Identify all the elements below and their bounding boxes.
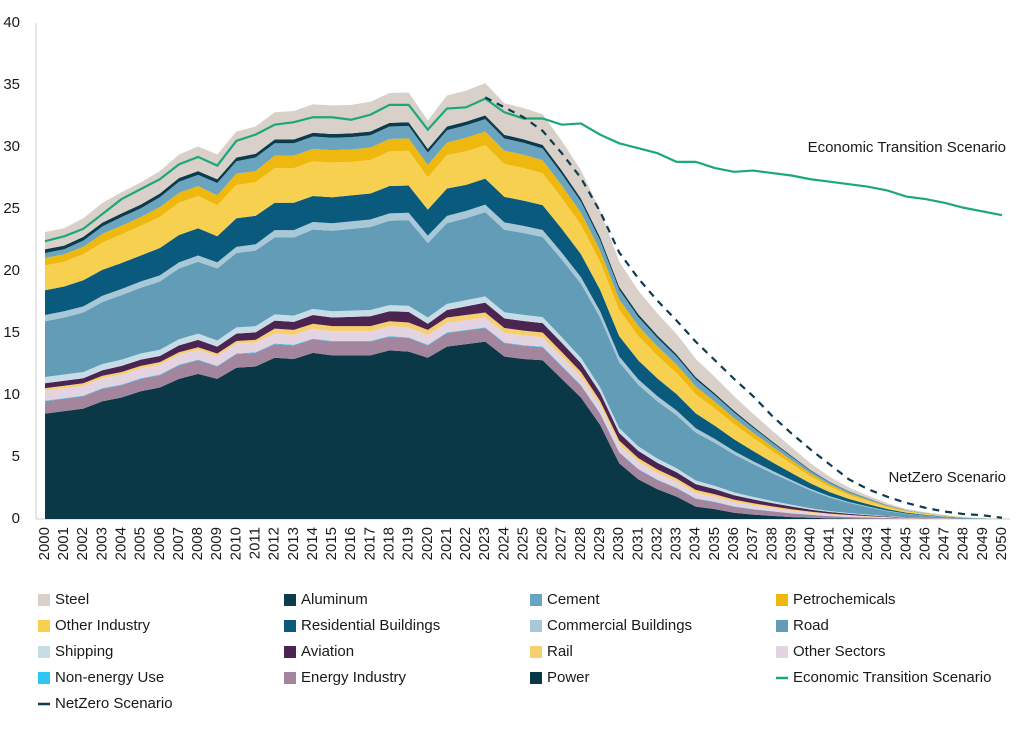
x-tick-label: 2005 [132,527,149,560]
x-tick-label: 2025 [514,527,531,560]
legend-swatch [284,594,296,606]
x-tick-label: 2021 [438,527,455,560]
legend-label: Shipping [55,643,113,660]
legend-label: Road [793,617,829,634]
legend-label: Economic Transition Scenario [793,669,991,686]
x-tick-label: 2031 [629,527,646,560]
legend: Steel Aluminum Cement Petrochemicals Other I… [38,591,991,712]
x-tick-label: 2022 [457,527,474,560]
legend-swatch [530,672,542,684]
x-tick-label: 2016 [342,527,359,560]
x-tick-label: 2013 [285,527,302,560]
legend-swatch [284,620,296,632]
legend-swatch [530,646,542,658]
legend-label: Aviation [301,643,354,660]
legend-swatch [776,594,788,606]
x-tick-label: 2006 [151,527,168,560]
legend-swatch [776,620,788,632]
x-tick-label: 2048 [955,527,972,560]
legend-label: Steel [55,591,89,608]
x-tick-label: 2019 [400,527,417,560]
legend-label: Aluminum [301,591,368,608]
legend-label: Power [547,669,590,686]
x-tick-label: 2047 [936,527,953,560]
y-tick-label: 35 [3,76,20,93]
x-tick-label: 2012 [266,527,283,560]
legend-label: Petrochemicals [793,591,896,608]
x-tick-label: 2020 [419,527,436,560]
legend-label: Other Industry [55,617,151,634]
legend-swatch [284,672,296,684]
y-tick-label: 5 [12,448,20,465]
x-tick-label: 2045 [897,527,914,560]
x-tick-label: 2024 [495,527,512,560]
legend-swatch [38,620,50,632]
x-tick-label: 2004 [113,527,130,560]
x-tick-label: 2028 [572,527,589,560]
legend-label: Residential Buildings [301,617,440,634]
x-tick-label: 2008 [189,527,206,560]
legend-label: Rail [547,643,573,660]
x-tick-label: 2017 [361,527,378,560]
x-tick-label: 2009 [208,527,225,560]
annotation: NetZero Scenario [888,469,1006,486]
x-tick-label: 2039 [782,527,799,560]
x-tick-label: 2011 [247,527,264,559]
x-tick-label: 2041 [821,527,838,560]
legend-label: Other Sectors [793,643,886,660]
legend-swatch [38,646,50,658]
x-tick-label: 2049 [974,527,991,560]
area [45,212,1002,519]
legend-swatch [38,594,50,606]
legend-label: Energy Industry [301,669,407,686]
x-tick-label: 2007 [170,527,187,560]
y-tick-label: 25 [3,200,20,217]
legend-label: Non-energy Use [55,669,164,686]
legend-swatch [38,672,50,684]
x-tick-label: 2023 [476,527,493,560]
x-tick-label: 2035 [706,527,723,560]
legend-label: Cement [547,591,600,608]
line [484,96,1003,519]
x-tick-label: 2000 [36,527,53,560]
x-tick-label: 2015 [323,527,340,560]
x-tick-label: 2034 [687,527,704,560]
legend-swatch [530,594,542,606]
x-tick-label: 2002 [74,527,91,560]
x-tick-label: 2044 [878,527,895,560]
y-tick-label: 0 [12,510,20,527]
x-tick-label: 2003 [93,527,110,560]
x-tick-label: 2001 [55,527,72,560]
y-tick-label: 30 [3,138,20,155]
x-tick-label: 2050 [993,527,1010,560]
x-tick-label: 2037 [744,527,761,560]
x-tick-label: 2042 [840,527,857,560]
x-tick-label: 2033 [668,527,685,560]
x-tick-label: 2030 [610,527,627,560]
x-tick-label: 2026 [534,527,551,560]
x-tick-label: 2014 [304,527,321,560]
x-tick-label: 2040 [802,527,819,560]
x-tick-label: 2010 [227,527,244,560]
x-tick-label: 2043 [859,527,876,560]
y-tick-label: 15 [3,324,20,341]
legend-swatch [284,646,296,658]
x-tick-label: 2029 [591,527,608,560]
legend-swatch [776,646,788,658]
legend-label: Commercial Buildings [547,617,692,634]
x-tick-label: 2036 [725,527,742,560]
annotation: Economic Transition Scenario [808,139,1006,156]
x-tick-label: 2046 [916,527,933,560]
x-tick-label: 2027 [553,527,570,560]
legend-swatch [530,620,542,632]
y-tick-label: 40 [3,14,20,31]
x-tick-label: 2038 [763,527,780,560]
legend-label: NetZero Scenario [55,695,173,712]
x-tick-label: 2032 [648,527,665,560]
y-tick-label: 10 [3,386,20,403]
x-tick-label: 2018 [380,527,397,560]
area [45,341,1002,519]
y-tick-label: 20 [3,262,20,279]
